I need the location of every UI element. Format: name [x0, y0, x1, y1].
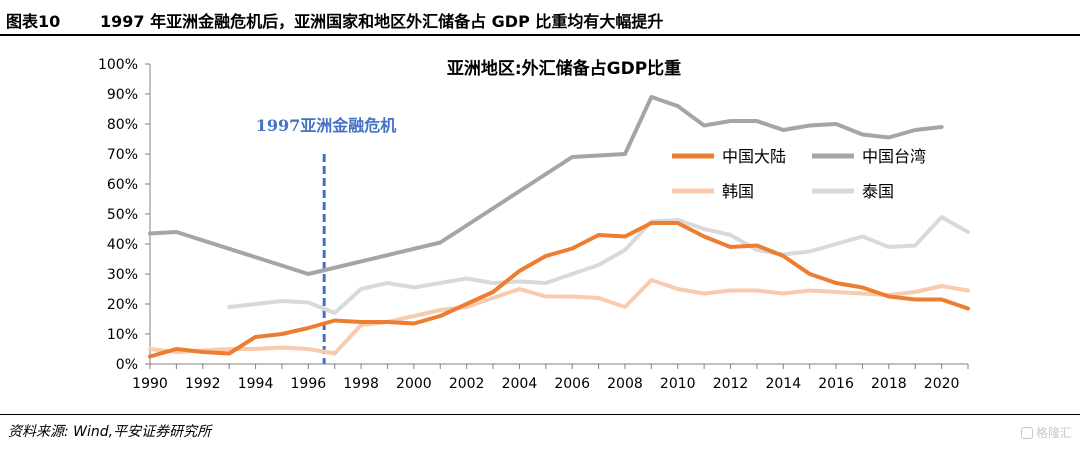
chart-axes: [149, 64, 968, 365]
chart-title: 亚洲地区:外汇储备占GDP比重: [447, 58, 681, 79]
x-tick-label: 2012: [713, 376, 749, 392]
y-tick-label: 30%: [107, 267, 138, 283]
watermark-text: 格隆汇: [1035, 426, 1072, 440]
x-tick-label: 2020: [924, 376, 960, 392]
crisis-annotation: 1997亚洲金融危机: [256, 116, 397, 364]
x-tick-label: 1990: [132, 376, 168, 392]
y-tick-label: 90%: [107, 87, 138, 103]
x-tick-label: 1992: [185, 376, 221, 392]
crisis-annotation-label: 1997亚洲金融危机: [256, 116, 397, 135]
y-tick-label: 50%: [107, 207, 138, 223]
x-tick-label: 2010: [660, 376, 696, 392]
y-tick-label: 70%: [107, 147, 138, 163]
figure-label: 图表10: [6, 12, 61, 31]
x-tick-label: 1994: [238, 376, 274, 392]
x-tick-label: 1998: [343, 376, 379, 392]
x-tick-label: 2000: [396, 376, 432, 392]
y-tick-label: 20%: [107, 297, 138, 313]
footer-rule: [0, 414, 1080, 415]
figure-header: 图表10 1997 年亚洲金融危机后，亚洲国家和地区外汇储备占 GDP 比重均有…: [0, 0, 1080, 36]
x-tick-label: 1996: [291, 376, 327, 392]
legend-label-1: 中国台湾: [862, 147, 926, 166]
y-tick-label: 60%: [107, 177, 138, 193]
x-tick-label: 2002: [449, 376, 485, 392]
watermark: 格隆汇: [1020, 424, 1072, 441]
line-chart: 0% 10% 20% 30% 40% 50% 60% 70% 80% 90% 100% 1990 199…: [98, 57, 970, 392]
y-tick-label: 100%: [98, 57, 138, 73]
x-tick-label: 2004: [502, 376, 538, 392]
axis-ticks: 0% 10% 20% 30% 40% 50% 60% 70% 80% 90% 100% 1990 199…: [98, 57, 969, 392]
y-tick-label: 10%: [107, 327, 138, 343]
series-line-2: [148, 278, 970, 356]
y-tick-label: 40%: [107, 237, 138, 253]
figure-title: 1997 年亚洲金融危机后，亚洲国家和地区外汇储备占 GDP 比重均有大幅提升: [100, 12, 664, 31]
legend-label-0: 中国大陆: [722, 147, 786, 166]
source-note: 资料来源: Wind,平安证券研究所: [8, 424, 212, 440]
y-tick-label: 80%: [107, 117, 138, 133]
x-tick-label: 2016: [818, 376, 854, 392]
chart-series: [148, 95, 970, 359]
x-tick-label: 2006: [554, 376, 590, 392]
series-line-0: [148, 221, 970, 359]
legend-label-3: 泰国: [862, 182, 894, 201]
y-tick-label: 0%: [116, 357, 138, 373]
x-tick-label: 2008: [607, 376, 643, 392]
legend-label-2: 韩国: [722, 182, 754, 201]
series-line-3: [227, 215, 970, 315]
x-tick-label: 2018: [871, 376, 907, 392]
series-line-1: [148, 95, 944, 276]
x-tick-label: 2014: [765, 376, 801, 392]
watermark-logo-icon: [1020, 427, 1033, 439]
